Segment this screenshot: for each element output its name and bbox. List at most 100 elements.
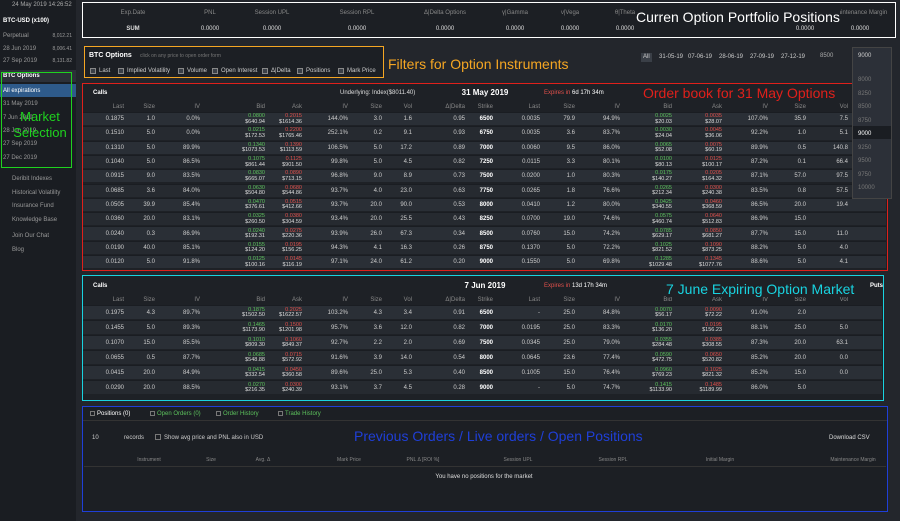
checkbox-label[interactable]: Positions bbox=[306, 68, 331, 74]
book-cell: 0.0760 bbox=[521, 230, 540, 237]
expiration-link[interactable]: 27 Sep 2019 bbox=[3, 141, 38, 148]
price-usd: $240.39 bbox=[282, 387, 302, 393]
positions-tab[interactable]: Open Orders (0) bbox=[157, 411, 201, 417]
price-usd: $544.86 bbox=[282, 190, 302, 197]
expiry-tab[interactable]: 28-06-19 bbox=[719, 54, 744, 60]
column-header: θ|Theta bbox=[614, 10, 636, 16]
price-usd: $504.80 bbox=[245, 190, 265, 197]
future-price: 8,006.41 bbox=[52, 45, 72, 52]
dropdown-option: 10000 bbox=[858, 185, 875, 191]
price-btc: 0.0325 bbox=[248, 213, 265, 220]
book-cell: 0.63 bbox=[453, 187, 465, 194]
book-cell: 89.6% bbox=[330, 369, 348, 376]
price-btc: 0.1285 bbox=[655, 256, 672, 263]
book-cell: 0.2 bbox=[373, 130, 382, 137]
future-link[interactable]: 27 Sep 2019 bbox=[3, 58, 38, 64]
positions-tab[interactable]: Trade History bbox=[285, 411, 321, 417]
price-btc: 0.0025 bbox=[655, 113, 672, 120]
price-btc: 0.1060 bbox=[285, 336, 302, 343]
strike: 8500 bbox=[479, 369, 493, 376]
book-cell: 0.54 bbox=[453, 354, 465, 361]
book-cell: 0.1875 bbox=[105, 116, 124, 123]
strike: 7250 bbox=[479, 159, 493, 166]
book-cell: 9.0 bbox=[373, 173, 382, 180]
expires-in: 13d 17h 34m bbox=[572, 283, 608, 289]
expiration-link[interactable]: 27 Dec 2019 bbox=[3, 154, 38, 161]
price-usd: $1189.99 bbox=[699, 387, 722, 393]
book-cell: 5.0 bbox=[146, 259, 155, 266]
book-cell: 3.6 bbox=[566, 130, 575, 137]
book-cell: 86.5% bbox=[182, 159, 200, 166]
expiry-tab[interactable]: All bbox=[641, 53, 652, 62]
book-cell: 3.0 bbox=[373, 116, 382, 123]
book-cell: 15.0 bbox=[143, 339, 155, 346]
price-btc: 0.1415 bbox=[655, 381, 672, 388]
expiration-link[interactable]: 28 Jun 2019 bbox=[3, 127, 37, 134]
price-usd: $368.59 bbox=[702, 204, 722, 211]
book-cell: 85.2% bbox=[750, 354, 768, 361]
nav-link[interactable]: Deribit Indexes bbox=[12, 176, 53, 182]
column-header: Bid bbox=[663, 297, 672, 303]
column-header: Ask bbox=[711, 104, 722, 110]
nav-link[interactable]: Historical Volatility bbox=[12, 189, 61, 196]
price-usd: $713.15 bbox=[282, 175, 302, 182]
column-header: Bid bbox=[256, 104, 265, 110]
book-cell: 3.6 bbox=[146, 187, 155, 194]
future-link[interactable]: 28 Jun 2019 bbox=[3, 45, 37, 52]
price-btc: 0.1010 bbox=[248, 336, 265, 343]
book-cell: 0.69 bbox=[453, 339, 465, 346]
book-cell: 0.0265 bbox=[521, 187, 540, 194]
price-btc: 0.0205 bbox=[705, 170, 722, 177]
book-cell: 72.2% bbox=[602, 244, 620, 251]
checkbox-label[interactable]: Volume bbox=[187, 68, 208, 74]
checkbox-label[interactable]: Δ|Delta bbox=[271, 68, 291, 74]
positions-tab[interactable]: Order History bbox=[223, 411, 259, 417]
expiry-tab[interactable]: 27-09-19 bbox=[750, 54, 775, 60]
book-cell: 4.0 bbox=[373, 187, 382, 194]
price-usd: $376.61 bbox=[245, 204, 265, 211]
book-cell: 90.0 bbox=[400, 201, 412, 208]
nav-link[interactable]: Join Our Chat bbox=[12, 233, 50, 239]
book-cell: 76.6% bbox=[602, 187, 620, 194]
column-header: Δ|Delta Options bbox=[424, 10, 466, 16]
price-btc: 0.0270 bbox=[248, 381, 265, 388]
nav-link[interactable]: Blog bbox=[12, 246, 25, 253]
checkbox-label[interactable]: Implied Volatility bbox=[127, 68, 171, 74]
book-cell: 15.0 bbox=[794, 216, 806, 223]
book-cell: 20.0 bbox=[794, 201, 806, 208]
book-row bbox=[83, 240, 886, 254]
book-cell: 0.0415 bbox=[105, 369, 124, 376]
column-header: Size bbox=[143, 297, 155, 303]
nav-link[interactable]: Knowledge Base bbox=[12, 216, 58, 223]
portfolio-value: 0.0000 bbox=[560, 26, 580, 32]
expiration-link[interactable]: 31 May 2019 bbox=[3, 101, 38, 108]
book-cell: 1.0 bbox=[566, 173, 575, 180]
price-usd: $849.37 bbox=[282, 342, 302, 348]
book-cell: 9.5 bbox=[566, 144, 575, 151]
checkbox-label[interactable]: Mark Price bbox=[347, 68, 376, 74]
book-cell: 0.1455 bbox=[105, 324, 124, 331]
expiration-link[interactable]: 7 Jun 2019 bbox=[3, 114, 33, 121]
price-btc: 0.0275 bbox=[285, 227, 302, 234]
expiry-tab[interactable]: 07-06-19 bbox=[688, 54, 713, 60]
checkbox-label[interactable]: Open Interest bbox=[221, 68, 258, 74]
nav-link[interactable]: Insurance Fund bbox=[12, 203, 54, 209]
price-usd: $861.44 bbox=[245, 161, 265, 168]
price-usd: $821.32 bbox=[702, 372, 722, 378]
expiry-tab[interactable]: 31-05-19 bbox=[659, 54, 684, 60]
price-btc: 0.0630 bbox=[248, 184, 265, 191]
book-cell: 25.0 bbox=[563, 339, 575, 346]
expiry-tab[interactable]: 27-12-19 bbox=[781, 54, 806, 60]
book-cell: 0.82 bbox=[453, 159, 465, 166]
portfolio-value: SUM bbox=[126, 26, 140, 32]
price-usd: $572.92 bbox=[282, 357, 302, 363]
book-cell: 87.2% bbox=[750, 159, 768, 166]
positions-tab[interactable]: Positions (0) bbox=[97, 411, 131, 417]
book-cell: 92.7% bbox=[330, 339, 348, 346]
book-cell: 12.0 bbox=[400, 324, 412, 331]
expiration-link[interactable]: All expirations bbox=[3, 88, 41, 94]
book-cell: 9.0 bbox=[146, 173, 155, 180]
checkbox-label[interactable]: Last bbox=[99, 68, 111, 74]
book-cell: 94.3% bbox=[330, 244, 348, 251]
future-link[interactable]: Perpetual bbox=[3, 33, 29, 39]
